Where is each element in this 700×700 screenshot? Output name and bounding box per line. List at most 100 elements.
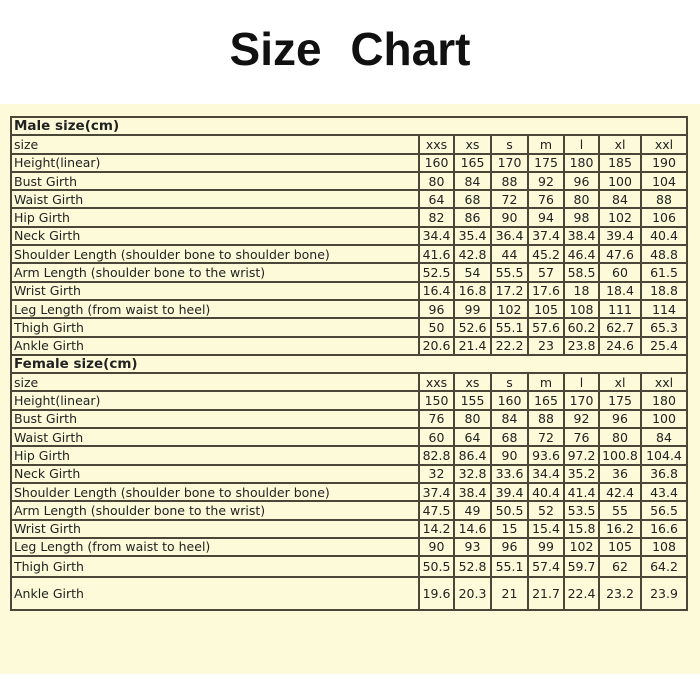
value-cell: 16.8 xyxy=(453,280,492,301)
value-cell: 165 xyxy=(527,390,565,411)
value-cell: 61.5 xyxy=(640,262,688,283)
row-label: Waist Girth xyxy=(10,189,420,210)
value-cell: 150 xyxy=(418,390,455,411)
value-cell: 65.3 xyxy=(640,317,688,338)
value-cell: 55 xyxy=(598,500,642,521)
value-cell: 88 xyxy=(640,189,688,210)
value-cell: 50.5 xyxy=(490,500,529,521)
size-header-xxs: xxs xyxy=(418,372,455,393)
value-cell: 80 xyxy=(418,170,455,192)
value-cell: 80 xyxy=(598,427,642,448)
size-header-xxl: xxl xyxy=(640,134,688,155)
value-cell: 86.4 xyxy=(453,445,492,466)
size-chart-table: Male size(cm) size xxs xs s m l xl xxl Height(lin… xyxy=(10,115,688,612)
value-cell: 170 xyxy=(563,390,600,411)
male-heading: Male size(cm) xyxy=(10,115,688,137)
value-cell: 17.2 xyxy=(490,280,529,301)
value-cell: 41.4 xyxy=(563,481,600,503)
table-row: Shoulder Length (shoulder bone to should… xyxy=(10,481,688,503)
value-cell: 50 xyxy=(418,317,455,338)
value-cell: 23.2 xyxy=(598,576,642,612)
size-header-m: m xyxy=(527,372,565,393)
table-row: Arm Length (shoulder bone to the wrist) 5… xyxy=(10,262,688,283)
value-cell: 55.5 xyxy=(490,262,529,283)
row-label: Shoulder Length (shoulder bone to should… xyxy=(10,244,420,265)
row-label: Leg Length (from waist to heel) xyxy=(10,298,420,320)
size-header-xl: xl xyxy=(598,134,642,155)
value-cell: 185 xyxy=(598,152,642,173)
value-cell: 23 xyxy=(527,335,565,356)
page-title: Size Chart xyxy=(229,23,471,75)
value-cell: 102 xyxy=(490,298,529,320)
value-cell: 24.6 xyxy=(598,335,642,356)
value-cell: 36.4 xyxy=(490,225,529,247)
value-cell: 59.7 xyxy=(563,555,600,579)
value-cell: 96 xyxy=(490,536,529,558)
value-cell: 57.6 xyxy=(527,317,565,338)
value-cell: 17.6 xyxy=(527,280,565,301)
value-cell: 45.2 xyxy=(527,244,565,265)
value-cell: 16.6 xyxy=(640,518,688,539)
value-cell: 60.2 xyxy=(563,317,600,338)
value-cell: 16.2 xyxy=(598,518,642,539)
value-cell: 68 xyxy=(453,189,492,210)
row-label: Thigh Girth xyxy=(10,555,420,579)
size-header-xs: xs xyxy=(453,372,492,393)
female-heading: Female size(cm) xyxy=(10,353,688,375)
value-cell: 53.5 xyxy=(563,500,600,521)
table-row: Height(linear) 160 165 170 175 180 185 190 xyxy=(10,152,688,173)
value-cell: 22.4 xyxy=(563,576,600,612)
value-cell: 90 xyxy=(490,445,529,466)
value-cell: 94 xyxy=(527,207,565,228)
value-cell: 98 xyxy=(563,207,600,228)
value-cell: 82 xyxy=(418,207,455,228)
row-label: Shoulder Length (shoulder bone to should… xyxy=(10,481,420,503)
row-label: Wrist Girth xyxy=(10,518,420,539)
value-cell: 20.3 xyxy=(453,576,492,612)
value-cell: 15.8 xyxy=(563,518,600,539)
value-cell: 60 xyxy=(598,262,642,283)
value-cell: 50.5 xyxy=(418,555,455,579)
value-cell: 55.1 xyxy=(490,317,529,338)
value-cell: 84 xyxy=(640,427,688,448)
size-label: size xyxy=(10,372,420,393)
row-label: Bust Girth xyxy=(10,408,420,430)
value-cell: 41.6 xyxy=(418,244,455,265)
value-cell: 93.6 xyxy=(527,445,565,466)
table-row: Hip Girth 82 86 90 94 98 102 106 xyxy=(10,207,688,228)
value-cell: 102 xyxy=(563,536,600,558)
value-cell: 104.4 xyxy=(640,445,688,466)
value-cell: 111 xyxy=(598,298,642,320)
value-cell: 99 xyxy=(527,536,565,558)
row-label: Leg Length (from waist to heel) xyxy=(10,536,420,558)
value-cell: 52.8 xyxy=(453,555,492,579)
value-cell: 42.8 xyxy=(453,244,492,265)
size-header-s: s xyxy=(490,372,529,393)
value-cell: 46.4 xyxy=(563,244,600,265)
table-row: Thigh Girth 50.5 52.8 55.1 57.4 59.7 62 64.2 xyxy=(10,555,688,579)
table-row: Ankle Girth 20.6 21.4 22.2 23 23.8 24.6 25.4 xyxy=(10,335,688,356)
value-cell: 180 xyxy=(640,390,688,411)
size-header-xs: xs xyxy=(453,134,492,155)
value-cell: 155 xyxy=(453,390,492,411)
value-cell: 84 xyxy=(598,189,642,210)
table-row: Thigh Girth 50 52.6 55.1 57.6 60.2 62.7 65.3 xyxy=(10,317,688,338)
row-label: Arm Length (shoulder bone to the wrist) xyxy=(10,262,420,283)
value-cell: 62.7 xyxy=(598,317,642,338)
table-row: Bust Girth 80 84 88 92 96 100 104 xyxy=(10,170,688,192)
value-cell: 175 xyxy=(598,390,642,411)
value-cell: 21 xyxy=(490,576,529,612)
value-cell: 37.4 xyxy=(527,225,565,247)
table-row: Leg Length (from waist to heel) 96 99 102 10… xyxy=(10,298,688,320)
value-cell: 76 xyxy=(563,427,600,448)
value-cell: 100.8 xyxy=(598,445,642,466)
row-label: Wrist Girth xyxy=(10,280,420,301)
value-cell: 52 xyxy=(527,500,565,521)
value-cell: 80 xyxy=(563,189,600,210)
value-cell: 21.7 xyxy=(527,576,565,612)
value-cell: 52.6 xyxy=(453,317,492,338)
size-header-m: m xyxy=(527,134,565,155)
size-header-s: s xyxy=(490,134,529,155)
value-cell: 114 xyxy=(640,298,688,320)
size-label: size xyxy=(10,134,420,155)
